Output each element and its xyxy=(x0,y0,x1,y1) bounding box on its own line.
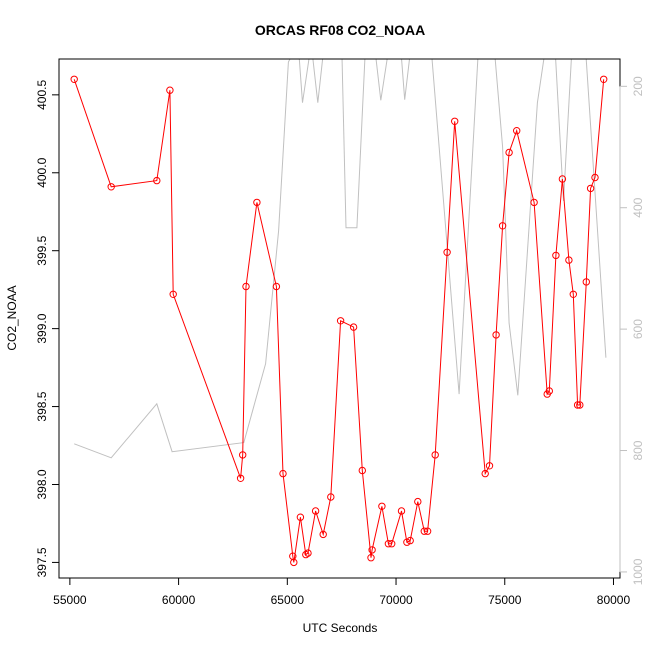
plot-frame xyxy=(58,58,621,579)
y2-tick-label: 200 xyxy=(631,76,645,96)
co2-point xyxy=(420,527,428,535)
co2-point xyxy=(311,507,320,515)
x-tick-label: 75000 xyxy=(488,593,522,607)
co2-point xyxy=(481,469,489,478)
y2-tick-label: 1000 xyxy=(631,558,645,585)
co2-point xyxy=(107,183,115,191)
y-tick-label: 399.5 xyxy=(35,235,49,265)
x-axis-label: UTC Seconds xyxy=(303,621,378,635)
co2-point xyxy=(582,278,590,286)
co2-point xyxy=(423,527,432,535)
co2-point xyxy=(296,513,305,521)
co2-point xyxy=(378,502,386,510)
co2-point xyxy=(239,451,247,459)
co2-point xyxy=(513,127,521,135)
co2-point xyxy=(302,550,310,559)
co2-point xyxy=(573,401,582,409)
co2-point xyxy=(552,251,560,260)
co2-point xyxy=(591,173,599,182)
chart-title: ORCAS RF08 CO2_NOAA xyxy=(255,22,425,38)
co2-point xyxy=(576,401,584,409)
x-tick-label: 65000 xyxy=(271,593,305,607)
y-axis-label: CO2_NOAA xyxy=(5,285,19,350)
co2-point xyxy=(545,387,553,395)
co2-point xyxy=(358,466,366,475)
co2-point xyxy=(406,536,414,545)
y-tick-label: 400.5 xyxy=(35,80,49,110)
secondary-series-line xyxy=(74,59,607,459)
y-tick-label: 397.5 xyxy=(35,547,49,577)
co2-point xyxy=(304,549,312,557)
co2-point xyxy=(600,75,608,84)
co2-point xyxy=(388,540,396,548)
co2-point xyxy=(368,546,376,554)
co2-point xyxy=(166,86,174,94)
co2-point xyxy=(485,462,494,470)
x-tick-label: 55000 xyxy=(53,593,87,607)
co2-point xyxy=(397,507,406,515)
x-tick-label: 70000 xyxy=(379,593,413,607)
x-tick-label: 60000 xyxy=(162,593,196,607)
co2-point xyxy=(558,175,567,183)
y-tick-label: 398.5 xyxy=(35,391,49,421)
co2-point xyxy=(253,198,261,207)
co2-point xyxy=(319,530,327,539)
co2-point xyxy=(242,282,250,291)
co2-point xyxy=(586,184,595,193)
co2-point xyxy=(443,248,451,257)
co2-point xyxy=(451,117,459,126)
x-tick-label: 80000 xyxy=(597,593,631,607)
y-tick-label: 398.0 xyxy=(35,469,49,499)
co2-point xyxy=(169,290,177,298)
co2-point xyxy=(530,198,538,207)
y2-tick-label: 600 xyxy=(631,319,645,339)
co2-point xyxy=(565,256,573,264)
co2-point xyxy=(70,75,78,84)
co2-point xyxy=(505,148,513,157)
co2-point xyxy=(431,451,439,459)
co2-point xyxy=(492,331,500,339)
y2-tick-label: 800 xyxy=(631,440,645,460)
y-tick-label: 400.0 xyxy=(35,157,49,187)
co2-point xyxy=(272,282,281,291)
co2-point xyxy=(290,558,298,567)
y-tick-label: 399.0 xyxy=(35,313,49,343)
co2-point xyxy=(384,540,393,548)
co2-point xyxy=(327,493,335,501)
co2-point xyxy=(414,497,422,506)
y2-tick-label: 400 xyxy=(631,197,645,217)
plot-area: 55000 60000 65000 70000 75000 80000 397.5 398.0… xyxy=(35,58,645,607)
co2-point xyxy=(279,469,287,478)
co2-point xyxy=(498,222,507,230)
co2-point xyxy=(236,474,245,482)
co2-point xyxy=(153,176,161,185)
co2-point xyxy=(336,317,345,325)
co2-point xyxy=(349,323,358,331)
co2-point xyxy=(569,290,577,298)
co2-point xyxy=(367,554,375,562)
co2-series-line xyxy=(73,79,605,563)
